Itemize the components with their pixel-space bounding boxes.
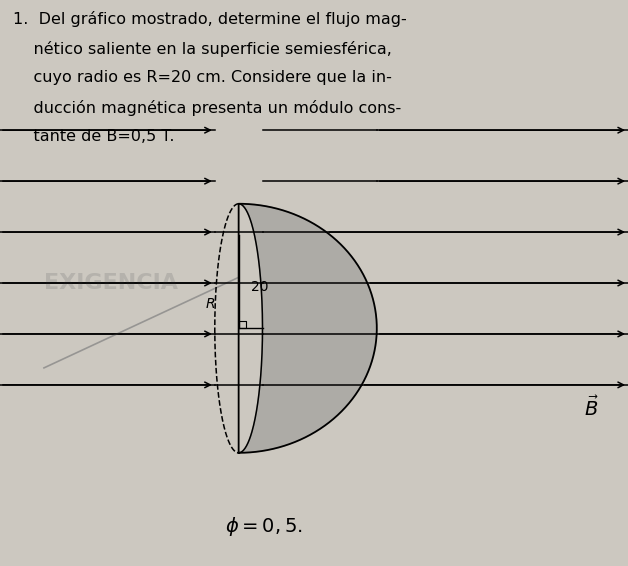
Text: tante de B=0,5 T.: tante de B=0,5 T. <box>13 129 174 144</box>
Text: 1.  Del gráfico mostrado, determine el flujo mag-: 1. Del gráfico mostrado, determine el fl… <box>13 11 406 27</box>
Text: ducción magnética presenta un módulo cons-: ducción magnética presenta un módulo con… <box>13 100 401 115</box>
Text: EXIGENCIA: EXIGENCIA <box>44 273 178 293</box>
Polygon shape <box>239 204 377 453</box>
Text: 20: 20 <box>251 280 269 294</box>
Text: cuyo radio es R=20 cm. Considere que la in-: cuyo radio es R=20 cm. Considere que la … <box>13 70 391 85</box>
Text: $\vec{B}$: $\vec{B}$ <box>584 396 599 419</box>
Text: $\phi = 0,5.$: $\phi = 0,5.$ <box>225 515 303 538</box>
Text: nético saliente en la superficie semiesférica,: nético saliente en la superficie semiesf… <box>13 41 391 57</box>
Text: R: R <box>205 297 215 311</box>
